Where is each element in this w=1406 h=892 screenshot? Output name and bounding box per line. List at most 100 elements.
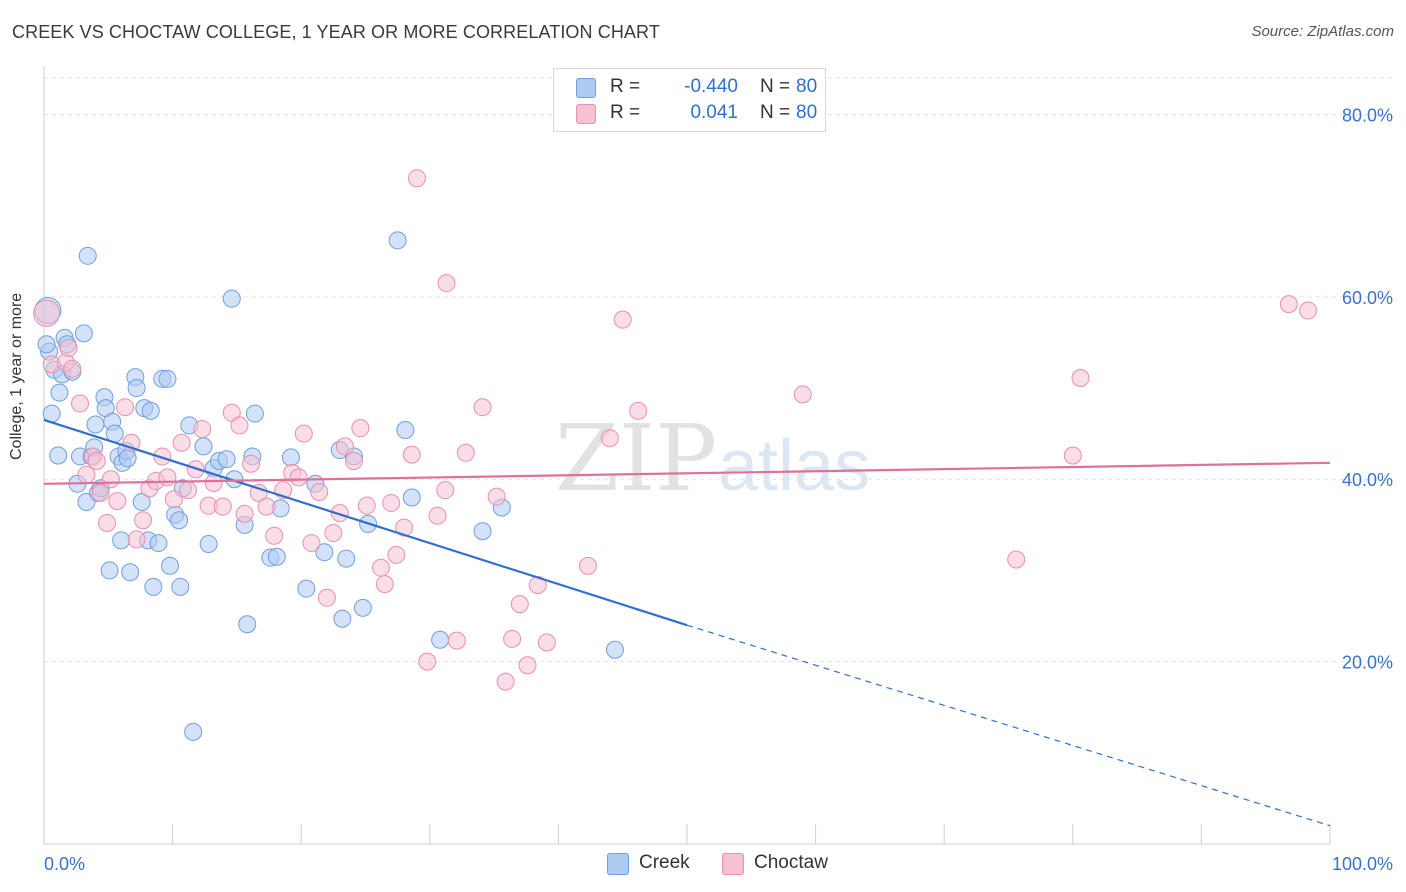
creek-point bbox=[297, 579, 316, 598]
n-value: 80 bbox=[796, 102, 818, 123]
choctaw-point bbox=[172, 433, 191, 452]
creek-point bbox=[144, 577, 163, 596]
creek-point bbox=[50, 383, 69, 402]
choctaw-legend-swatch bbox=[722, 853, 744, 875]
watermark: ZIP atlas bbox=[555, 405, 870, 512]
choctaw-point bbox=[1279, 295, 1298, 314]
choctaw-point bbox=[344, 452, 363, 470]
n-label: N = bbox=[760, 76, 791, 97]
scatter-points bbox=[33, 169, 1318, 741]
creek-point bbox=[225, 470, 244, 489]
choctaw-point bbox=[1071, 369, 1090, 388]
choctaw-point bbox=[71, 394, 90, 413]
choctaw-point bbox=[153, 447, 172, 466]
creek-point bbox=[112, 531, 131, 550]
creek-trend-extension bbox=[686, 624, 1331, 827]
creek-point bbox=[396, 420, 415, 439]
creek-point bbox=[37, 335, 56, 354]
creek-point bbox=[267, 547, 286, 566]
choctaw-point bbox=[487, 487, 506, 506]
choctaw-swatch bbox=[576, 104, 596, 124]
choctaw-point bbox=[302, 534, 321, 553]
choctaw-point bbox=[134, 511, 153, 530]
creek-point bbox=[121, 563, 140, 582]
trend-lines bbox=[43, 418, 1331, 827]
creek-point bbox=[158, 369, 177, 388]
creek-point bbox=[333, 609, 352, 628]
choctaw-point bbox=[387, 545, 406, 564]
choctaw-point bbox=[402, 445, 421, 464]
choctaw-point bbox=[1299, 301, 1318, 320]
choctaw-point bbox=[59, 338, 78, 357]
choctaw-point bbox=[116, 398, 135, 417]
creek-point bbox=[353, 598, 372, 617]
tick-labels: 20.0% 40.0% 60.0% 80.0% 0.0% 100.0% bbox=[44, 105, 1393, 874]
y-tick-label: 20.0% bbox=[1342, 653, 1393, 673]
creek-point bbox=[161, 556, 180, 575]
choctaw-point bbox=[63, 359, 82, 378]
creek-swatch bbox=[576, 78, 596, 98]
creek-point bbox=[222, 289, 241, 308]
choctaw-point bbox=[317, 588, 336, 607]
choctaw-point bbox=[375, 575, 394, 594]
choctaw-point bbox=[456, 443, 475, 462]
choctaw-point bbox=[510, 595, 529, 614]
r-value: 0.041 bbox=[690, 102, 738, 123]
choctaw-point bbox=[330, 503, 349, 522]
choctaw-point bbox=[230, 416, 249, 435]
choctaw-point bbox=[98, 514, 117, 533]
choctaw-point bbox=[371, 558, 390, 577]
creek-point bbox=[170, 511, 189, 530]
r-label: R = bbox=[610, 102, 641, 123]
choctaw-point bbox=[127, 530, 146, 549]
choctaw-point bbox=[578, 556, 597, 575]
creek-point bbox=[315, 543, 334, 562]
y-tick-label: 40.0% bbox=[1342, 470, 1393, 490]
x-tick-label-start: 0.0% bbox=[44, 854, 85, 874]
creek-point bbox=[402, 488, 421, 507]
choctaw-point bbox=[473, 398, 492, 417]
choctaw-point bbox=[447, 631, 466, 650]
choctaw-point bbox=[382, 493, 401, 512]
choctaw-point bbox=[294, 424, 313, 443]
choctaw-point bbox=[437, 274, 456, 293]
choctaw-point bbox=[600, 429, 619, 448]
creek-point bbox=[199, 534, 218, 553]
choctaw-point bbox=[496, 672, 515, 691]
creek-point bbox=[281, 448, 300, 467]
y-tick-label: 80.0% bbox=[1342, 105, 1393, 125]
choctaw-point bbox=[91, 483, 110, 502]
n-value: 80 bbox=[796, 76, 818, 97]
creek-point bbox=[337, 549, 356, 568]
creek-point bbox=[473, 522, 492, 541]
x-tick-label-end: 100.0% bbox=[1332, 854, 1393, 874]
creek-point bbox=[118, 449, 137, 468]
creek-point bbox=[141, 401, 160, 420]
source-label: Source: ZipAtlas.com bbox=[1251, 23, 1394, 40]
choctaw-point bbox=[793, 385, 812, 404]
creek-point bbox=[194, 437, 213, 456]
creek-point bbox=[217, 450, 236, 469]
watermark-atlas: atlas bbox=[718, 426, 870, 506]
chart-title: CREEK VS CHOCTAW COLLEGE, 1 YEAR OR MORE… bbox=[12, 22, 660, 42]
choctaw-point bbox=[395, 518, 414, 537]
creek-point bbox=[245, 404, 264, 423]
choctaw-point bbox=[335, 437, 354, 456]
choctaw-point bbox=[418, 652, 437, 671]
choctaw-point bbox=[629, 401, 648, 420]
y-axis-label: College, 1 year or more bbox=[8, 292, 25, 460]
choctaw-point bbox=[257, 497, 276, 516]
choctaw-point bbox=[1007, 550, 1026, 569]
choctaw-point bbox=[265, 526, 284, 545]
choctaw-point bbox=[436, 481, 455, 500]
choctaw-point bbox=[213, 497, 232, 516]
choctaw-point bbox=[242, 454, 261, 473]
choctaw-point bbox=[357, 496, 376, 515]
choctaw-point bbox=[33, 299, 61, 327]
creek-point bbox=[388, 231, 407, 250]
creek-point bbox=[171, 577, 190, 596]
choctaw-point bbox=[179, 481, 198, 500]
choctaw-point bbox=[289, 468, 308, 487]
creek-point bbox=[184, 722, 203, 741]
creek-trend-line bbox=[43, 418, 688, 627]
